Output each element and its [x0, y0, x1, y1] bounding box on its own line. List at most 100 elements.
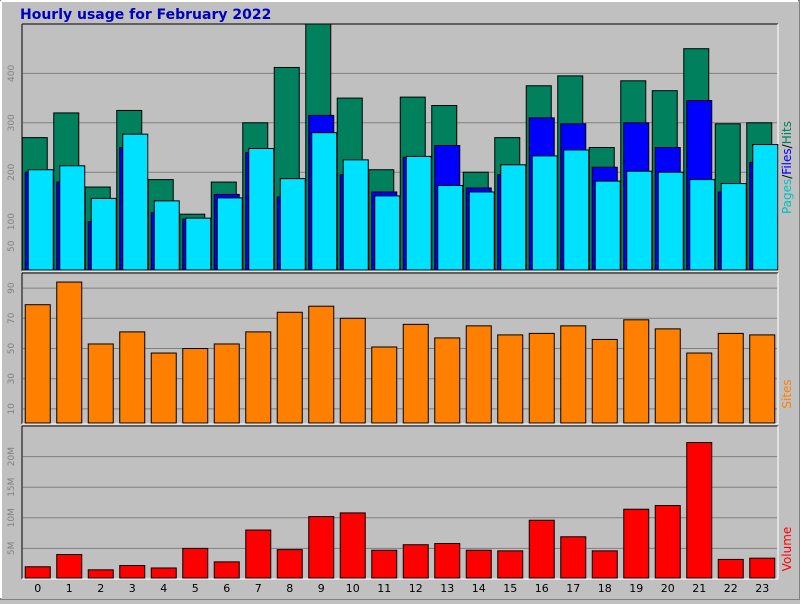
ylabel-requests-part-1: /	[780, 174, 794, 179]
xtick-label-8: 8	[286, 582, 293, 595]
bar-pages-18	[594, 180, 621, 271]
ylabel-volume: Volume	[780, 527, 794, 572]
bar-volume-22	[717, 558, 744, 579]
xtick-label-7: 7	[255, 582, 262, 595]
bar-sites-15	[497, 334, 524, 424]
bar-pages-19	[626, 170, 653, 271]
bar-pages-7	[248, 147, 275, 271]
ytick-label-sites-2: 50	[7, 343, 17, 355]
bar-pages-6	[216, 197, 243, 271]
bar-sites-18	[591, 338, 618, 424]
bar-sites-19	[623, 319, 650, 424]
bar-pages-16	[531, 155, 558, 271]
bar-volume-8	[276, 549, 303, 579]
bar-pages-23	[752, 144, 779, 271]
ytick-label-requests-2: 200	[7, 163, 17, 180]
xtick-label-17: 17	[566, 582, 580, 595]
bar-sites-10	[339, 317, 366, 424]
xtick-label-6: 6	[223, 582, 230, 595]
ytick-label-requests-3: 300	[7, 114, 17, 131]
ylabel-requests-part-0: Pages	[780, 179, 794, 214]
ylabel-requests: Pages/Files/Hits	[780, 121, 794, 214]
bar-volume-18	[591, 550, 618, 579]
xtick-label-19: 19	[629, 582, 643, 595]
ytick-label-sites-0: 10	[7, 403, 17, 415]
bar-pages-4	[153, 200, 180, 271]
bar-volume-12	[402, 544, 429, 579]
ytick-label-requests-0: 50	[7, 240, 17, 252]
bar-pages-21	[689, 179, 716, 271]
bar-pages-14	[468, 191, 495, 271]
ylabel-sites: Sites	[780, 379, 794, 408]
bar-sites-4	[150, 352, 177, 424]
bar-sites-2	[87, 343, 114, 424]
bar-sites-12	[402, 323, 429, 424]
bar-pages-5	[185, 217, 212, 271]
bar-sites-9	[308, 305, 335, 424]
ytick-label-requests-4: 400	[7, 65, 17, 82]
bar-pages-12	[405, 155, 432, 271]
bar-sites-11	[371, 346, 398, 424]
xtick-label-23: 23	[755, 582, 769, 595]
bar-volume-4	[150, 567, 177, 579]
xtick-label-1: 1	[66, 582, 73, 595]
xtick-label-3: 3	[129, 582, 136, 595]
bar-sites-21	[686, 352, 713, 424]
ylabel-requests-part-2: Files	[780, 148, 794, 174]
ytick-label-sites-4: 90	[7, 282, 17, 294]
bar-volume-6	[213, 561, 240, 579]
panel-volume-plot-area	[22, 426, 778, 579]
bar-sites-3	[119, 331, 146, 424]
bar-volume-15	[497, 550, 524, 579]
xtick-label-18: 18	[598, 582, 612, 595]
bar-sites-1	[56, 281, 83, 424]
xtick-label-14: 14	[472, 582, 486, 595]
bar-sites-7	[245, 331, 272, 424]
bar-volume-10	[339, 512, 366, 579]
bar-volume-3	[119, 565, 146, 579]
bar-pages-1	[59, 165, 86, 271]
ytick-label-volume-3: 20M	[7, 447, 17, 466]
bar-sites-23	[749, 334, 776, 424]
bar-pages-11	[374, 195, 401, 271]
bar-pages-3	[122, 133, 149, 271]
bar-pages-9	[311, 132, 338, 271]
bar-sites-0	[24, 304, 51, 424]
bar-volume-19	[623, 508, 650, 579]
ytick-label-sites-3: 70	[7, 312, 17, 324]
ytick-label-volume-1: 10M	[7, 508, 17, 527]
ylabel-requests-part-3: /	[780, 143, 794, 148]
xtick-label-22: 22	[724, 582, 738, 595]
bar-volume-7	[245, 529, 272, 579]
xtick-label-4: 4	[160, 582, 167, 595]
xtick-label-2: 2	[97, 582, 104, 595]
bar-volume-14	[465, 549, 492, 579]
ytick-label-volume-0: 5M	[7, 542, 17, 556]
xtick-label-5: 5	[192, 582, 199, 595]
bar-pages-22	[720, 183, 747, 271]
bar-volume-2	[87, 569, 114, 579]
bar-volume-11	[371, 549, 398, 579]
ytick-label-requests-1: 100	[7, 213, 17, 230]
bar-sites-16	[528, 332, 555, 424]
xtick-label-10: 10	[346, 582, 360, 595]
bar-volume-13	[434, 543, 461, 579]
xtick-label-12: 12	[409, 582, 423, 595]
bar-sites-20	[654, 328, 681, 424]
ytick-label-sites-1: 30	[7, 373, 17, 385]
bar-pages-13	[437, 185, 464, 271]
bar-sites-13	[434, 337, 461, 424]
bar-volume-9	[308, 516, 335, 579]
bar-volume-21	[686, 442, 713, 579]
bar-pages-8	[279, 178, 306, 271]
bar-sites-14	[465, 325, 492, 424]
bar-sites-17	[560, 325, 587, 424]
bar-volume-5	[182, 547, 209, 579]
ytick-label-volume-2: 15M	[7, 478, 17, 497]
xtick-label-20: 20	[661, 582, 675, 595]
bar-pages-0	[27, 169, 54, 271]
xtick-label-16: 16	[535, 582, 549, 595]
xtick-label-0: 0	[34, 582, 41, 595]
